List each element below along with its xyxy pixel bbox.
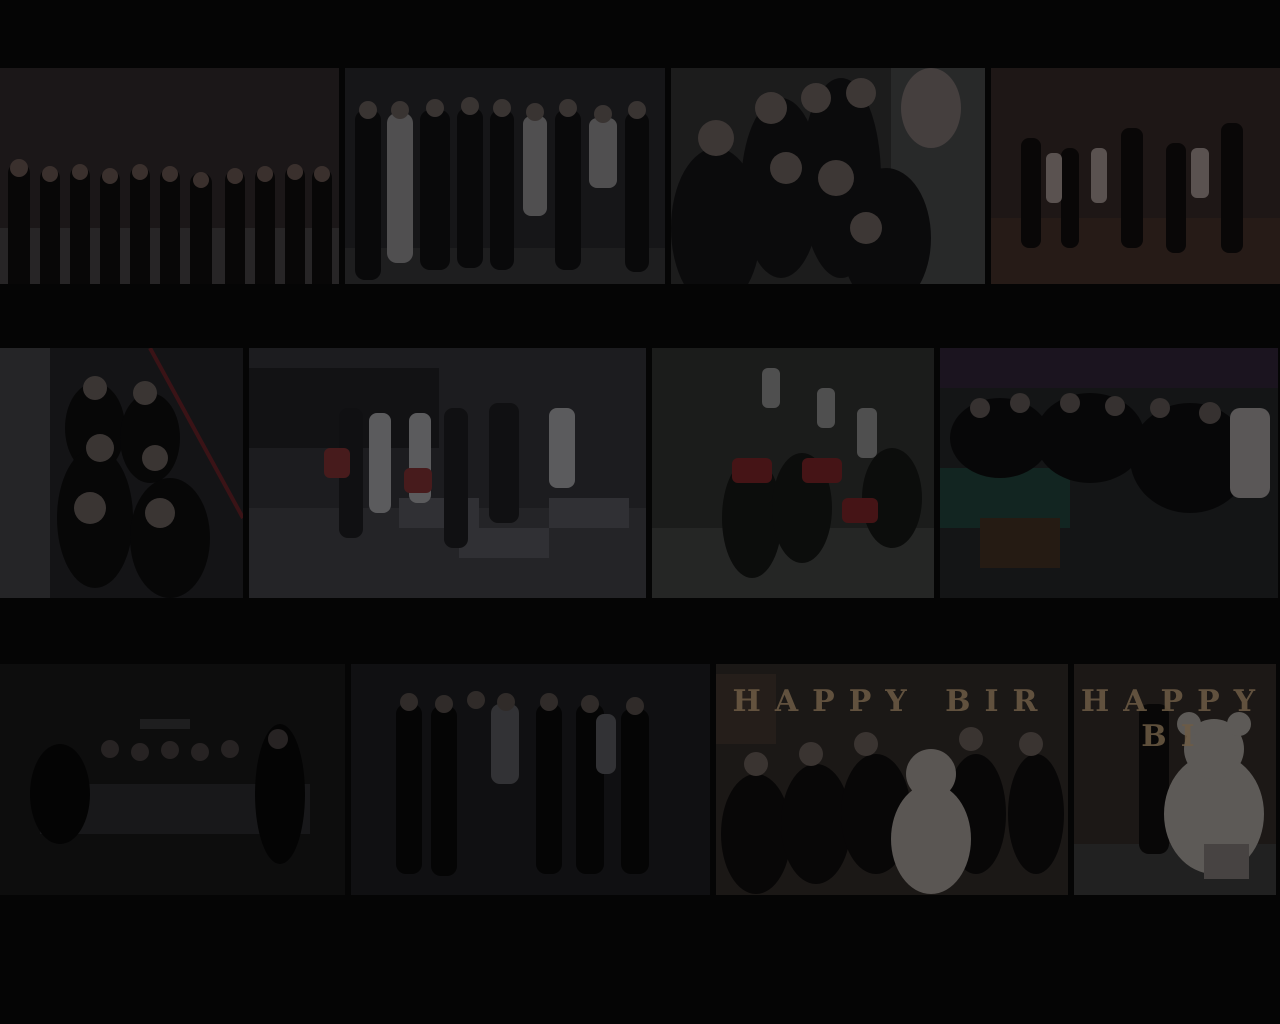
classroom-group-image [249,348,646,598]
birthday-banner-text: HAPPY BIR [732,684,1052,719]
gallery-photo-2[interactable] [345,68,665,284]
gallery-row-2 [0,348,1278,598]
birthday-banner-text: HAPPY BI [1080,684,1270,754]
group-photo-image [345,68,665,284]
gallery-row-3: HAPPY BIR [0,664,1276,895]
birthday-party-image [716,664,1068,895]
gallery-row-1 [0,68,1280,284]
group-photo-image [0,68,339,284]
gallery-photo-4[interactable] [991,68,1280,284]
gallery-photo-12[interactable]: HAPPY BI [1074,664,1276,895]
black-dress-group-image [351,664,710,895]
gallery-photo-7[interactable] [652,348,934,598]
gallery-photo-5[interactable] [0,348,243,598]
gallery-photo-11[interactable]: HAPPY BIR [716,664,1068,895]
gallery-photo-3[interactable] [671,68,985,284]
gallery-photo-1[interactable] [0,68,339,284]
gallery-photo-8[interactable] [940,348,1278,598]
party-room-group-image [940,348,1278,598]
staircase-group-image [0,348,243,598]
dance-practice-image [991,68,1280,284]
teddy-bear-image [1074,664,1276,895]
selfie-image [671,68,985,284]
auditorium-group-image [652,348,934,598]
gallery-photo-10[interactable] [351,664,710,895]
gallery-photo-6[interactable] [249,348,646,598]
gallery-photo-9[interactable] [0,664,345,895]
billiards-room-image [0,664,345,895]
